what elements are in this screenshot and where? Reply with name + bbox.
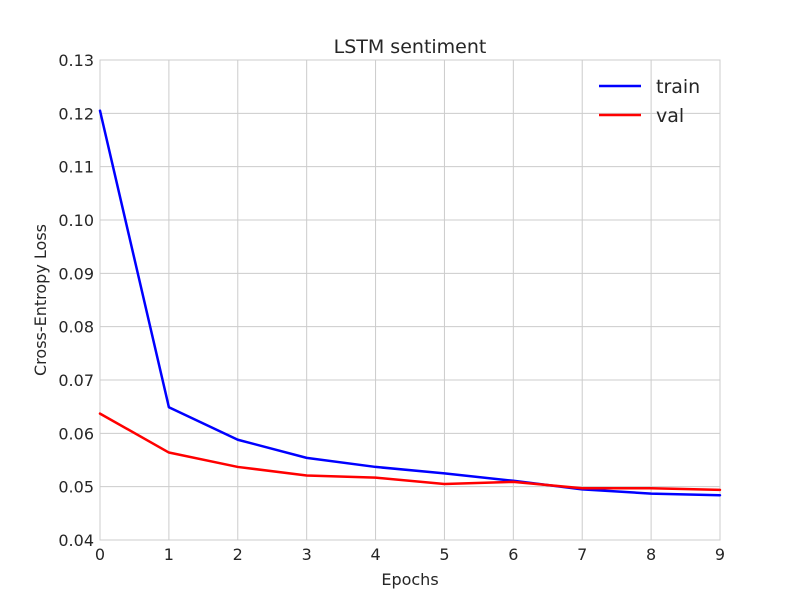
series-line-train — [98, 109, 722, 497]
x-axis-label: Epochs — [381, 570, 438, 589]
plot-frame — [99, 59, 721, 541]
y-axis-label: Cross-Entropy Loss — [31, 224, 50, 376]
x-tick-label: 3 — [302, 545, 312, 564]
x-tick-label: 8 — [646, 545, 656, 564]
x-tick-label: 9 — [715, 545, 725, 564]
y-tick-label: 0.06 — [58, 424, 94, 443]
y-tick-label: 0.07 — [58, 371, 94, 390]
y-tick-label: 0.10 — [58, 211, 94, 230]
series-layer — [98, 109, 722, 497]
series-line-val — [98, 412, 722, 492]
y-tick-label: 0.13 — [58, 51, 94, 70]
y-tick-label: 0.08 — [58, 318, 94, 337]
x-axis-ticks: 0 1 2 3 4 5 6 7 8 9 — [95, 545, 725, 564]
y-tick-label: 0.12 — [58, 104, 94, 123]
legend: train val — [599, 76, 700, 127]
chart-title: LSTM sentiment — [334, 36, 487, 58]
x-tick-label: 4 — [370, 545, 380, 564]
x-tick-label: 1 — [164, 545, 174, 564]
legend-label-val: val — [656, 105, 684, 127]
x-tick-label: 0 — [95, 545, 105, 564]
y-axis-ticks: 0.04 0.05 0.06 0.07 0.08 0.09 0.10 0.11 0.12 0.13 — [58, 51, 94, 550]
y-tick-label: 0.09 — [58, 264, 94, 283]
x-tick-label: 6 — [508, 545, 518, 564]
y-tick-label: 0.04 — [58, 531, 94, 550]
legend-label-train: train — [656, 76, 700, 98]
x-tick-label: 7 — [577, 545, 587, 564]
y-tick-label: 0.05 — [58, 478, 94, 497]
x-tick-label: 2 — [233, 545, 243, 564]
x-tick-label: 5 — [439, 545, 449, 564]
y-tick-label: 0.11 — [58, 158, 94, 177]
